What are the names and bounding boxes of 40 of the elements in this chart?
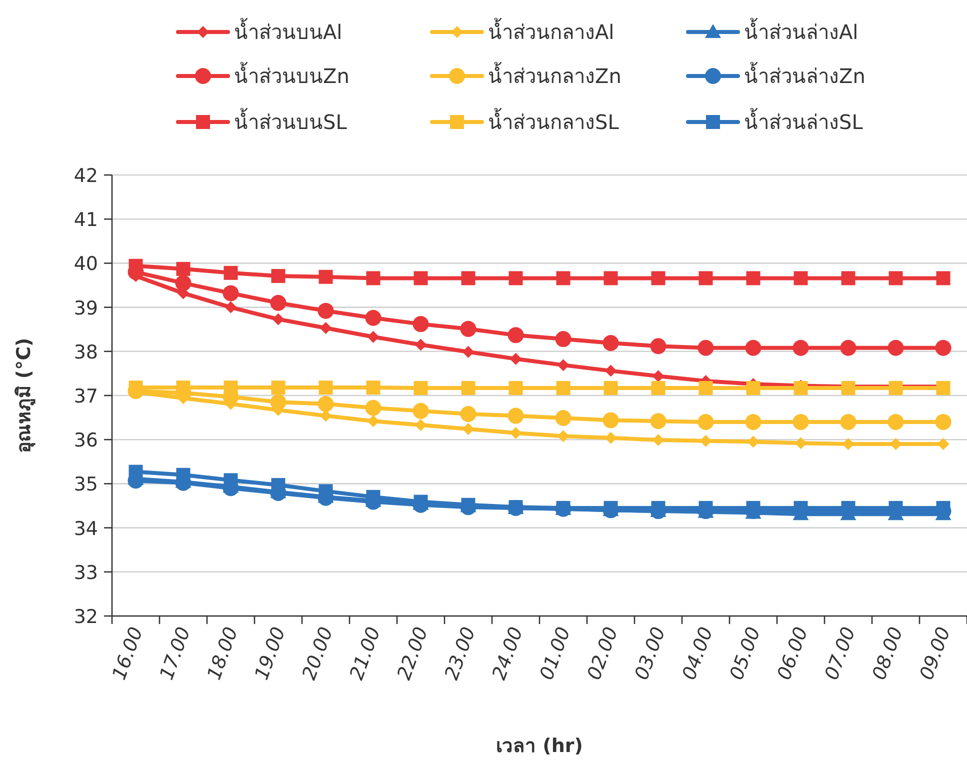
- y-tick-label: 35: [74, 474, 98, 496]
- y-axis-title: อุณหภูมิ (°C): [13, 338, 36, 454]
- y-tick-label: 42: [74, 165, 98, 187]
- x-tick-label: 07.00: [820, 624, 860, 683]
- legend-label: น้ำส่วนบนAl: [234, 18, 342, 44]
- legend-label: น้ำส่วนบนZn: [234, 62, 350, 88]
- legend-label: น้ำส่วนล่างSL: [744, 108, 864, 134]
- y-tick-label: 39: [74, 297, 98, 320]
- legend-label: น้ำส่วนกลางAl: [488, 18, 614, 44]
- x-tick-label: 08.00: [868, 624, 908, 683]
- x-tick-label: 02.00: [583, 624, 622, 683]
- x-tick-label: 03.00: [630, 624, 670, 683]
- y-tick-label: 38: [74, 341, 98, 364]
- y-tick-label: 33: [74, 562, 98, 584]
- legend-label: น้ำส่วนบนSL: [234, 108, 348, 134]
- x-tick-label: 04.00: [678, 624, 718, 683]
- x-tick-label: 06.00: [773, 624, 812, 683]
- x-tick-label: 19.00: [250, 624, 290, 683]
- y-tick-label: 32: [74, 606, 98, 628]
- x-tick-label: 16.00: [108, 624, 148, 683]
- x-tick-label: 17.00: [156, 624, 195, 683]
- y-tick-label: 40: [74, 253, 98, 276]
- legend-label: น้ำส่วนล่างAl: [744, 18, 858, 44]
- legend-label: น้ำส่วนกลางSL: [488, 108, 620, 134]
- y-tick-label: 41: [74, 209, 98, 232]
- y-tick-label: 36: [74, 430, 98, 452]
- x-tick-label: 05.00: [726, 624, 765, 683]
- y-tick-label: 34: [74, 518, 98, 540]
- x-tick-label: 09.00: [916, 624, 955, 683]
- x-tick-label: 24.00: [488, 624, 528, 683]
- x-axis-title: เวลา (hr): [496, 735, 583, 757]
- legend-label: น้ำส่วนกลางZn: [488, 62, 622, 88]
- y-tick-label: 37: [74, 386, 98, 408]
- x-tick-label: 20.00: [298, 624, 338, 683]
- x-tick-label: 22.00: [393, 624, 432, 683]
- legend-label: น้ำส่วนล่างZn: [744, 62, 866, 88]
- x-tick-label: 01.00: [536, 624, 575, 683]
- x-tick-label: 21.00: [346, 624, 385, 683]
- x-tick-label: 23.00: [440, 624, 480, 683]
- x-tick-label: 18.00: [203, 624, 242, 683]
